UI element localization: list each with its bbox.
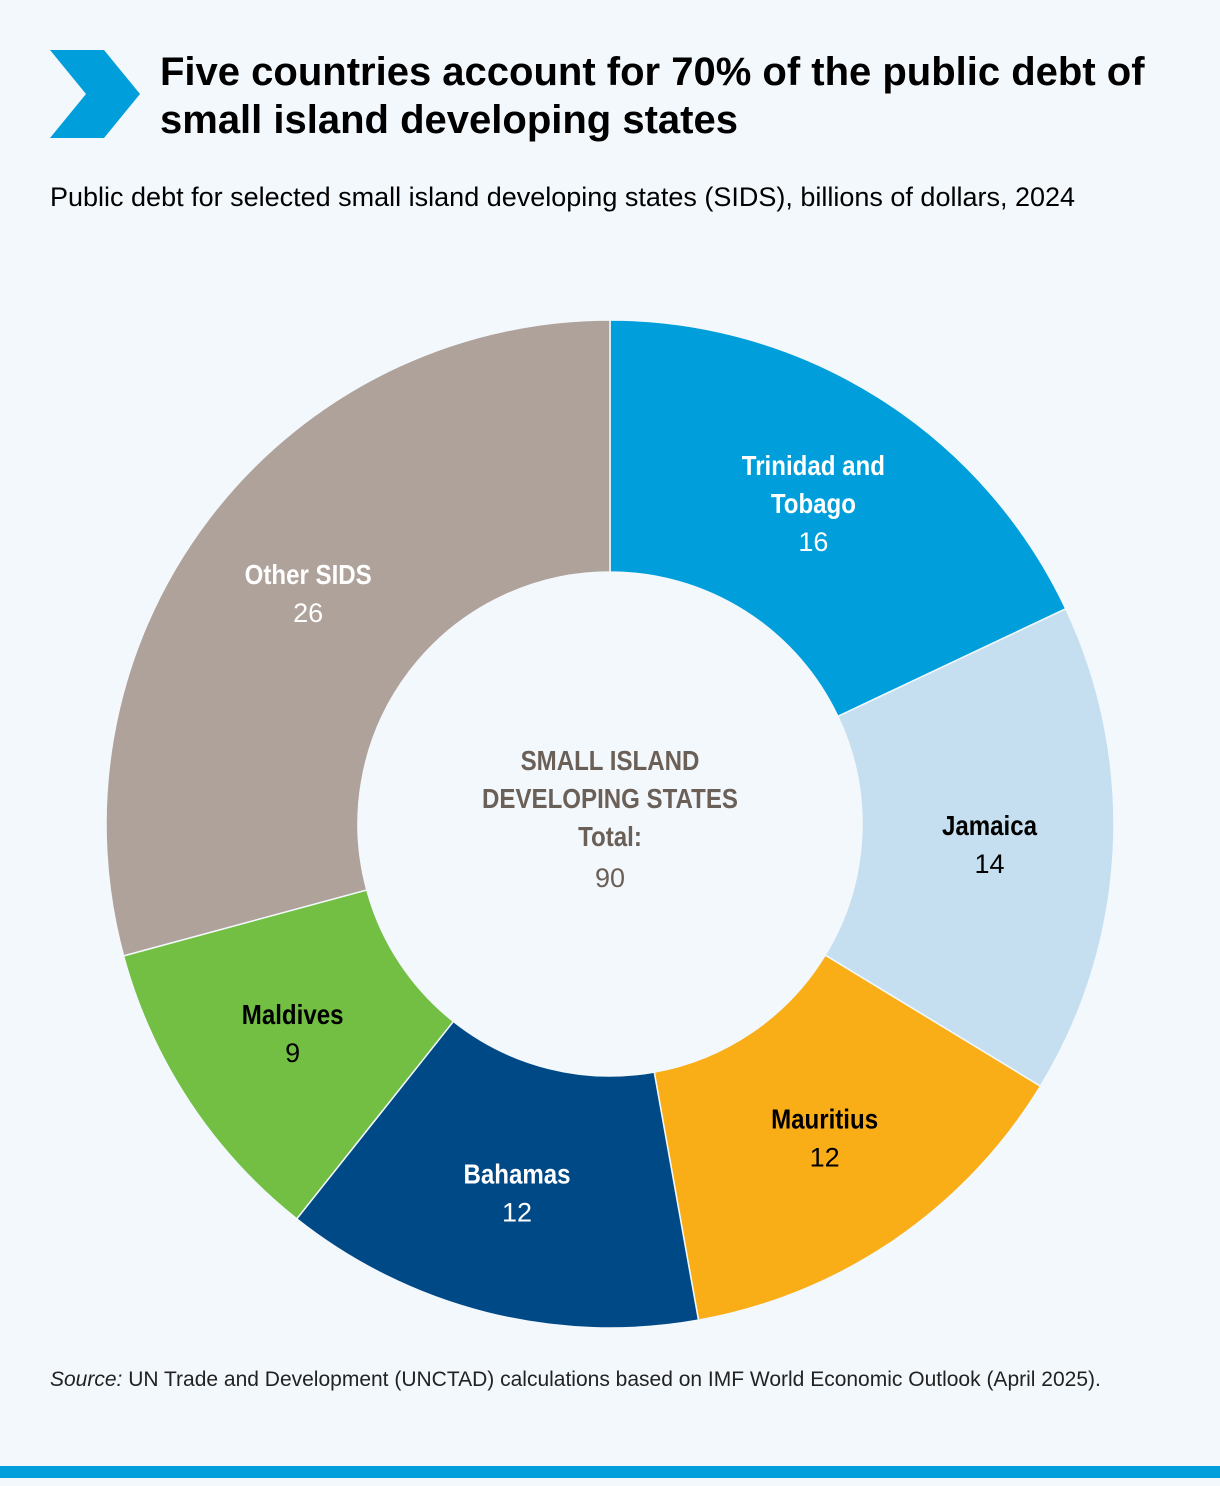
bottom-accent-bar (0, 1466, 1220, 1478)
center-total-value: 90 (595, 863, 625, 893)
center-label-line2: DEVELOPING STATES (482, 782, 738, 814)
donut-slices (105, 319, 1115, 1329)
source-text: UN Trade and Development (UNCTAD) calcul… (122, 1368, 1101, 1391)
slice-value-jamaica: 14 (974, 849, 1004, 879)
slice-labels: Trinidad and Tobago 16 Jamaica 14 Mauritius 12… (242, 449, 1038, 1227)
chart-title: Five countries account for 70% of the pu… (160, 50, 1145, 142)
chevron-arrow-icon (50, 50, 140, 138)
slice-value-other-sids: 26 (293, 598, 323, 628)
center-label-line3: Total: (578, 820, 642, 852)
slice-value-mauritius: 12 (810, 1143, 840, 1173)
slice-label-trinidad-and-tobago-line1: Trinidad and (742, 449, 885, 481)
slice-label-jamaica: Jamaica (942, 809, 1037, 841)
slice-label-bahamas: Bahamas (464, 1158, 571, 1190)
slice-mauritius (653, 954, 1042, 1322)
slice-label-other-sids: Other SIDS (245, 558, 372, 590)
slice-label-mauritius: Mauritius (771, 1103, 878, 1135)
donut-chart: Trinidad and Tobago 16 Jamaica 14 Mauritius 12… (105, 319, 1115, 1329)
slice-maldives (122, 889, 455, 1220)
slice-label-maldives: Maldives (242, 998, 344, 1030)
slice-jamaica (824, 607, 1115, 1088)
slice-value-trinidad-and-tobago: 16 (798, 527, 828, 557)
chart-subtitle: Public debt for selected small island de… (50, 182, 1076, 212)
slice-trinidad-and-tobago (609, 319, 1067, 718)
source-prefix: Source: (50, 1368, 123, 1391)
slice-label-trinidad-and-tobago-line2: Tobago (771, 487, 856, 519)
slice-value-bahamas: 12 (502, 1197, 532, 1227)
source-note: Source: UN Trade and Development (UNCTAD… (50, 1366, 1160, 1393)
center-label-line1: SMALL ISLAND (521, 744, 700, 776)
slice-value-maldives: 9 (285, 1038, 300, 1068)
slice-other-sids (105, 319, 611, 957)
chevron-shape (50, 50, 140, 138)
slice-bahamas (295, 1020, 700, 1329)
donut-center-labels: SMALL ISLAND DEVELOPING STATES Total: 90 (482, 744, 738, 893)
